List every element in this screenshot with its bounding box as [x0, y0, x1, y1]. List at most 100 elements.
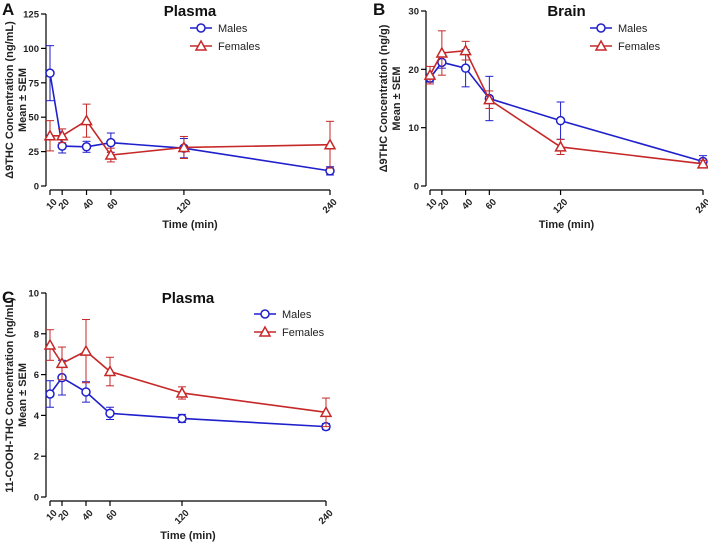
y-tick-label: 30: [408, 7, 419, 18]
y-tick-label: 8: [34, 329, 39, 340]
y-tick-label: 0: [414, 182, 419, 193]
data-point: [79, 344, 93, 356]
legend-label: Females: [282, 327, 325, 339]
legend-marker: [260, 309, 270, 319]
series-line: [49, 344, 327, 414]
chart-title: Brain: [547, 3, 585, 20]
legend-marker: [196, 23, 206, 33]
data-point: [45, 389, 55, 399]
x-axis-label: Time (min): [162, 219, 218, 231]
data-point: [175, 386, 189, 398]
data-point: [177, 413, 187, 424]
legend-label: Males: [218, 23, 248, 35]
data-point: [80, 114, 93, 126]
legend: Males Females: [190, 23, 261, 53]
panel-letter: B: [373, 0, 385, 19]
y-tick-label: 10: [28, 289, 39, 300]
legend: Males Females: [590, 23, 661, 53]
data-point: [319, 405, 333, 418]
data-point: [696, 157, 708, 169]
y-axis-label: Δ9THC Concentration (ng/g): [378, 24, 390, 172]
legend-marker: [258, 325, 272, 337]
x-tick-label: 60: [104, 508, 119, 523]
x-axis-label: Time (min): [539, 219, 595, 231]
y-axis-label: Mean ± SEM: [391, 66, 403, 130]
x-tick-label: 240: [694, 197, 708, 216]
x-tick-label: 20: [57, 197, 72, 212]
data-point: [55, 129, 69, 141]
legend-label: Females: [218, 41, 261, 53]
y-tick-label: 6: [34, 370, 39, 381]
y-tick-label: 2: [34, 452, 39, 463]
panel-letter: C: [2, 288, 14, 307]
series-females: [43, 103, 337, 169]
legend-label: Males: [618, 23, 648, 35]
data-point: [81, 387, 91, 397]
y-axis-label: Δ9THC Concentration (ng/mL): [4, 21, 16, 179]
data-point: [435, 46, 449, 58]
legend-marker: [194, 39, 208, 51]
data-point: [57, 141, 67, 151]
legend-marker: [596, 23, 606, 33]
x-tick-label: 20: [436, 197, 451, 212]
legend: Males Females: [254, 309, 325, 339]
legend-label: Females: [618, 41, 661, 53]
data-point: [104, 148, 118, 160]
x-tick-label: 240: [317, 508, 336, 527]
x-tick-label: 120: [173, 508, 192, 527]
y-axis-label: Mean ± SEM: [17, 363, 29, 427]
data-point: [43, 338, 57, 350]
chart-title: Plasma: [162, 290, 215, 307]
series-line: [429, 61, 704, 163]
legend-label: Males: [282, 309, 312, 321]
x-tick-label: 120: [175, 197, 194, 216]
x-tick-label: 60: [484, 197, 499, 212]
y-tick-label: 25: [28, 147, 39, 158]
data-point: [81, 142, 92, 152]
data-point: [106, 137, 116, 148]
x-tick-label: 240: [321, 197, 340, 216]
y-tick-label: 4: [34, 411, 40, 422]
data-point: [45, 68, 55, 78]
data-point: [43, 129, 57, 141]
data-point: [555, 115, 566, 126]
x-tick-label: 120: [551, 197, 570, 216]
data-point: [554, 140, 567, 152]
x-tick-label: 20: [56, 508, 71, 523]
data-point: [323, 138, 337, 150]
y-tick-label: 0: [34, 493, 39, 504]
series-females: [423, 30, 708, 169]
series-males: [45, 45, 335, 176]
data-point: [460, 63, 471, 73]
x-tick-label: 40: [81, 197, 96, 212]
y-tick-label: 125: [23, 10, 40, 21]
data-point: [177, 140, 191, 153]
panel-letter: A: [2, 0, 14, 19]
y-tick-label: 50: [28, 113, 39, 124]
y-tick-label: 100: [23, 44, 39, 55]
data-point: [483, 93, 496, 105]
data-point: [459, 44, 472, 56]
data-point: [105, 408, 115, 419]
series-line: [429, 49, 704, 165]
x-axis-label: Time (min): [160, 530, 216, 542]
series-line: [49, 73, 331, 172]
series-males: [45, 359, 331, 432]
data-point: [423, 68, 437, 80]
series-females: [43, 319, 333, 428]
series-line: [49, 376, 327, 428]
y-tick-label: 0: [34, 182, 39, 193]
data-point: [55, 356, 69, 369]
x-tick-label: 40: [80, 508, 95, 523]
y-axis-label: 11-COOH-THC Concentration (ng/mL): [4, 297, 16, 493]
data-point: [103, 364, 117, 377]
legend-marker: [594, 39, 608, 51]
chart-title: Plasma: [164, 3, 217, 20]
y-tick-label: 10: [408, 123, 419, 134]
x-tick-label: 40: [460, 197, 475, 212]
x-tick-label: 60: [105, 197, 120, 212]
